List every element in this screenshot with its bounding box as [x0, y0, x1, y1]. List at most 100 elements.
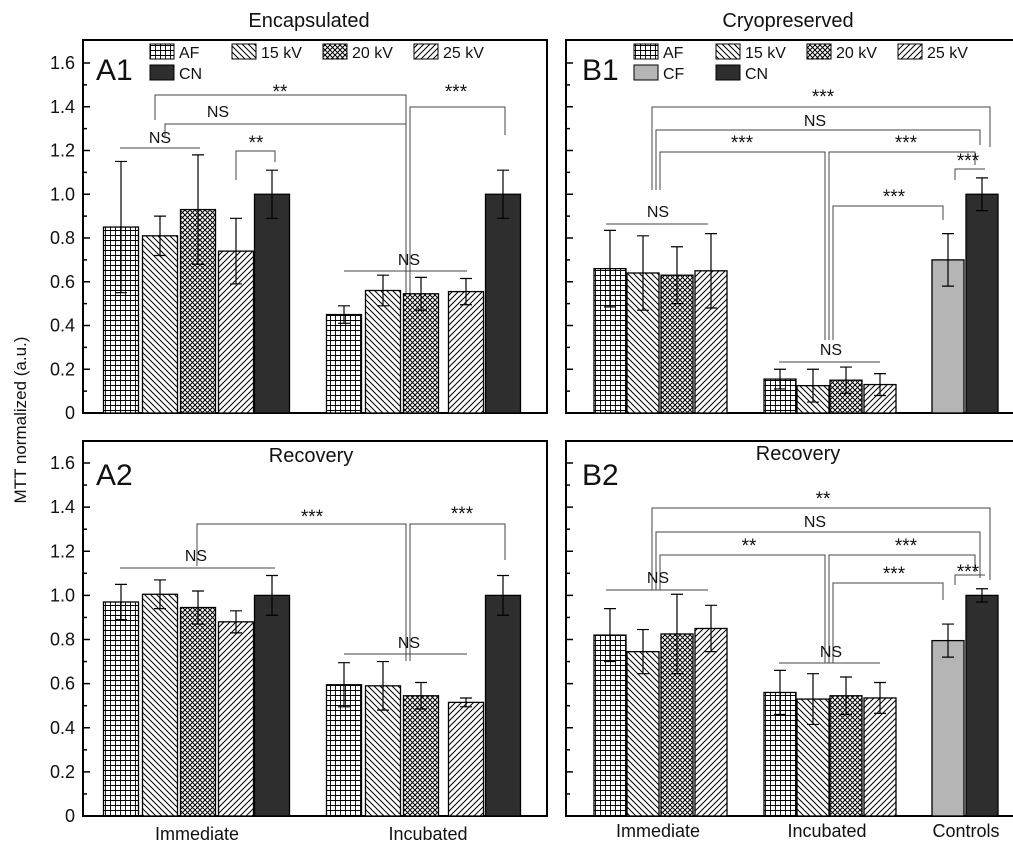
bar-incubated-af	[325, 313, 363, 414]
group-label-immediate: Immediate	[155, 824, 239, 844]
error-bar	[874, 681, 886, 715]
annotation-label: ***	[883, 187, 906, 208]
annotation-label: ***	[957, 562, 980, 583]
error-bar	[942, 623, 954, 658]
legend-label-25kv: 25 kV	[443, 45, 484, 62]
y-tick-label: 1.6	[50, 53, 75, 73]
bar-immediate-cn	[253, 594, 291, 817]
legend-label-cf: CF	[663, 66, 685, 83]
annotation-label: NS	[820, 644, 842, 661]
error-bar	[637, 235, 649, 311]
legend-swatch-20kv	[322, 43, 348, 60]
legend-label-15kv: 15 kV	[745, 45, 786, 62]
significance-brackets-a1: ** NS *** NS ** NS	[120, 82, 506, 413]
legend-label-15kv: 15 kV	[261, 45, 302, 62]
error-bar	[671, 593, 683, 675]
y-tick-label: 0.4	[50, 316, 75, 336]
annotation-label: ***	[731, 133, 754, 154]
error-bar	[115, 160, 127, 294]
y-tick-label: 0.4	[50, 718, 75, 738]
error-bar	[460, 697, 472, 708]
error-bar	[840, 676, 852, 716]
error-bar	[976, 588, 988, 603]
bracket	[659, 151, 826, 340]
bar-immediate-15kv	[626, 650, 660, 817]
legend-swatch-15kv	[231, 43, 257, 60]
panel-b1-label: B1	[582, 54, 619, 87]
bar-incubated-25kv	[447, 290, 485, 414]
legend-b1: AF 15 kV 20 kV 25 kV CF CN	[633, 43, 968, 83]
annotation-label: **	[273, 82, 288, 103]
y-axis-label: MTT normalized (a.u.)	[11, 337, 30, 504]
y-tick-label: 1.0	[50, 184, 75, 204]
bar-immediate-15kv	[141, 235, 179, 414]
annotation-label: NS	[804, 514, 826, 531]
bracket	[828, 151, 976, 340]
error-bar	[154, 215, 166, 257]
annotation-label: ***	[451, 504, 474, 525]
group-label-immediate: Immediate	[616, 821, 700, 841]
panel-a2-title: Recovery	[269, 445, 353, 467]
bar-incubated-cn	[484, 193, 522, 414]
y-tick-label: 0.2	[50, 359, 75, 379]
legend-swatch-cn	[149, 64, 175, 81]
legend-label-20kv: 20 kV	[836, 45, 877, 62]
error-bar	[840, 366, 852, 394]
y-tick-label: 0.6	[50, 272, 75, 292]
legend-swatch-20kv	[806, 43, 832, 60]
error-bar	[671, 246, 683, 305]
bar-controls-cn	[965, 193, 999, 414]
error-bar	[774, 368, 786, 390]
annotation-label: ***	[895, 536, 918, 557]
annotation-label: NS	[207, 104, 229, 121]
bar-incubated-cn	[484, 594, 522, 817]
panel-a1-label: A1	[96, 54, 133, 87]
bar-immediate-cn	[253, 193, 291, 414]
y-tick-label: 0.8	[50, 630, 75, 650]
legend-swatch-af	[633, 43, 659, 60]
bracket	[196, 523, 407, 661]
bracket	[651, 507, 991, 590]
y-tick-label: 0.6	[50, 674, 75, 694]
legend-a1: AF 15 kV 20 kV 25 kV CN	[149, 43, 484, 83]
bars-layer	[102, 154, 999, 817]
panel-a1-frame	[82, 39, 548, 414]
error-bar	[377, 660, 389, 711]
error-bar	[976, 177, 988, 212]
bracket	[832, 582, 944, 663]
annotation-label: **	[249, 133, 264, 154]
annotation-label: ***	[301, 507, 324, 528]
bar-incubated-20kv	[402, 695, 440, 817]
significance-brackets-a2: *** *** NS NS	[120, 504, 506, 661]
y-tick-label: 0	[65, 403, 75, 423]
bracket	[235, 150, 276, 180]
y-tick-label: 1.4	[50, 97, 75, 117]
bar-incubated-15kv	[364, 289, 402, 414]
legend-label-20kv: 20 kV	[352, 45, 393, 62]
bracket	[409, 523, 506, 661]
annotation-label: NS	[398, 252, 420, 269]
bar-immediate-af	[102, 601, 140, 817]
annotation-label: NS	[647, 570, 669, 587]
error-bar	[415, 681, 427, 710]
error-bar	[230, 610, 242, 634]
legend-swatch-25kv	[413, 43, 439, 60]
legend-label-af: AF	[663, 45, 684, 62]
bracket	[832, 205, 944, 340]
significance-brackets-b1: *** NS *** *** *** *** NS NS	[606, 87, 991, 363]
annotation-label: ***	[895, 133, 918, 154]
error-bar	[338, 305, 350, 324]
error-bar	[874, 373, 886, 397]
bracket	[409, 106, 506, 413]
y-tick-label: 1.6	[50, 453, 75, 473]
panel-a1-title: Encapsulated	[248, 10, 369, 32]
bar-incubated-20kv	[402, 293, 440, 414]
bracket	[659, 554, 826, 663]
bracket	[954, 574, 985, 585]
error-bar	[377, 274, 389, 307]
bar-immediate-25kv	[694, 627, 728, 817]
error-bar	[774, 669, 786, 716]
annotation-label: ***	[883, 564, 906, 585]
error-bar	[415, 276, 427, 311]
annotation-label: **	[742, 536, 757, 557]
